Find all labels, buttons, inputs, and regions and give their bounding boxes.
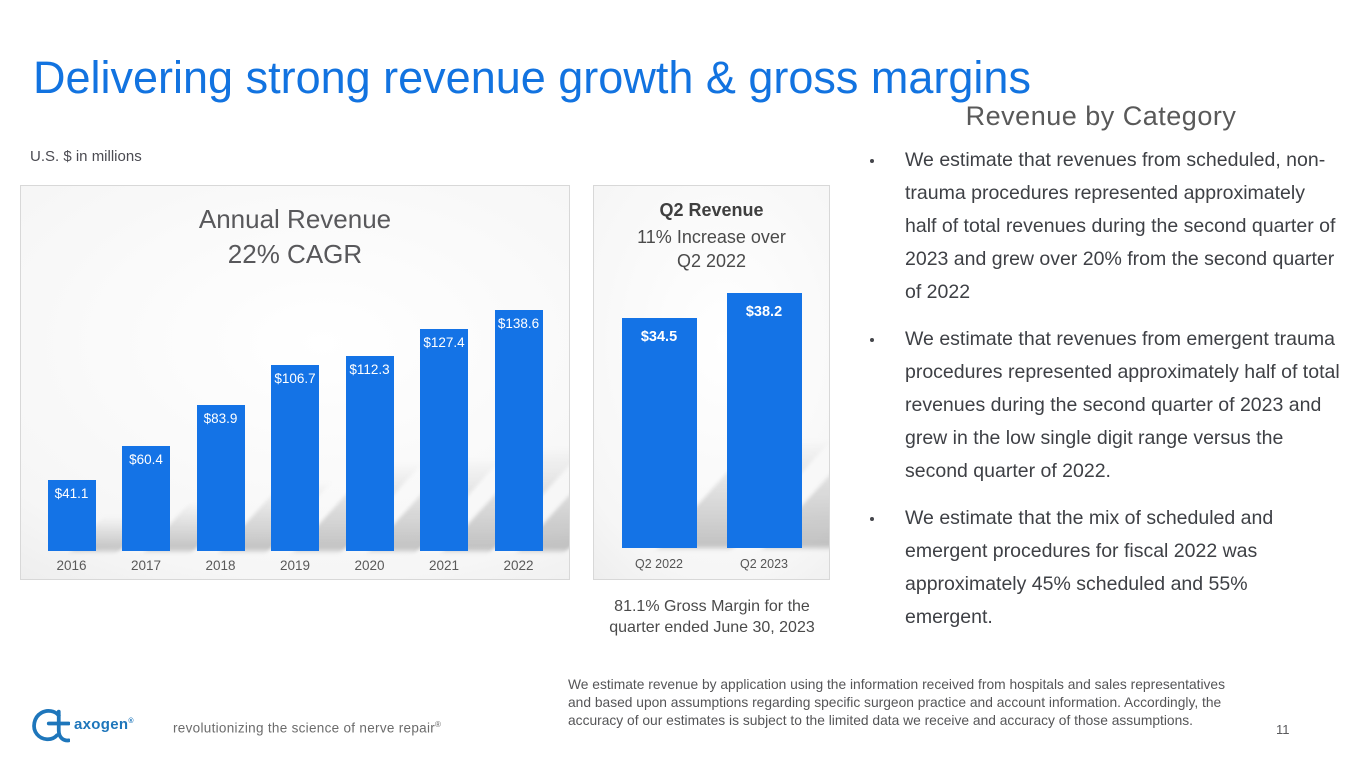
bar: $106.7 xyxy=(271,365,319,551)
bar-value-label: $106.7 xyxy=(274,371,316,386)
bar: $60.4 xyxy=(122,446,170,551)
bar-column-q2-2023: $38.2 Q2 2023 xyxy=(726,293,829,579)
annual-chart-title: Annual Revenue 22% CAGR xyxy=(21,202,569,272)
bar-category-label: 2017 xyxy=(130,557,162,573)
bar-value-label: $83.9 xyxy=(203,411,238,426)
bar: $127.4 xyxy=(420,329,468,551)
revenue-by-category-heading: Revenue by Category xyxy=(965,101,1237,131)
disclaimer-line: We estimate revenue by application using… xyxy=(568,677,1225,692)
bar: $38.2 xyxy=(726,293,802,548)
tagline-reg-mark: ® xyxy=(435,720,442,729)
annual-chart-title-main: Annual Revenue xyxy=(198,204,392,234)
bullet-dot-icon xyxy=(870,338,874,342)
bar: $112.3 xyxy=(345,356,394,551)
disclaimer-line: accuracy of our estimates is subject to … xyxy=(568,713,1193,728)
bar: $34.5 xyxy=(621,318,697,548)
gross-margin-note-line2: quarter ended June 30, 2023 xyxy=(609,619,815,636)
revenue-by-category-panel: Revenue by Category We estimate that rev… xyxy=(862,101,1340,648)
footer-tagline-text: revolutionizing the science of nerve rep… xyxy=(173,720,436,736)
bar-category-label: 2018 xyxy=(205,557,236,573)
bar-category-label: 2019 xyxy=(279,557,311,573)
bullet-text: We estimate that revenues from emergent … xyxy=(905,328,1340,482)
q2-chart-title: Q2 Revenue 11% Increase over Q2 2022 xyxy=(594,198,829,274)
gross-margin-note-line1: 81.1% Gross Margin for the xyxy=(614,598,810,615)
annual-chart-title-sub: 22% CAGR xyxy=(227,239,363,270)
bar-column-2022: $138.6 2022 xyxy=(494,310,569,579)
bar-category-label: 2020 xyxy=(354,557,385,573)
disclaimer-line: and based upon assumptions regarding spe… xyxy=(568,695,1222,710)
estimate-disclaimer: We estimate revenue by application using… xyxy=(568,676,1328,730)
q2-revenue-chart: Q2 Revenue 11% Increase over Q2 2022 $34… xyxy=(593,185,830,580)
bar-column-2018: $83.9 2018 xyxy=(196,405,329,579)
annual-revenue-chart: Annual Revenue 22% CAGR $41.1 2016 $60.4 20… xyxy=(20,185,570,580)
bullet-procedure-mix: We estimate that the mix of scheduled an… xyxy=(862,502,1340,634)
bar-value-label: $38.2 xyxy=(745,304,783,320)
bullet-emergent-revenues: We estimate that revenues from emergent … xyxy=(862,323,1340,488)
bar-column-2017: $60.4 2017 xyxy=(122,446,238,579)
q2-chart-title-sub: 11% Increase over Q2 2022 xyxy=(637,227,786,272)
bullet-dot-icon xyxy=(870,159,874,163)
bar-column-q2-2022: $34.5 Q2 2022 xyxy=(621,318,829,579)
bar-category-label: 2016 xyxy=(56,557,87,573)
axogen-wordmark: axogen® xyxy=(74,716,134,733)
footer-tagline: revolutionizing the science of nerve rep… xyxy=(173,720,441,736)
bullet-text: We estimate that revenues from scheduled… xyxy=(905,149,1336,303)
bar-category-label: Q2 2022 xyxy=(635,556,683,571)
bar: $138.6 xyxy=(494,310,543,551)
axogen-wordmark-text: axogen xyxy=(74,716,129,733)
units-label: U.S. $ in millions xyxy=(30,148,142,165)
bar-column-2020: $112.3 2020 xyxy=(345,356,499,579)
bar-category-label: 2021 xyxy=(428,557,460,573)
bar-category-label: Q2 2023 xyxy=(740,556,788,571)
gross-margin-note: 81.1% Gross Margin for the quarter ended… xyxy=(576,596,848,638)
bar-value-label: $60.4 xyxy=(129,452,163,467)
bullet-scheduled-revenues: We estimate that revenues from scheduled… xyxy=(862,144,1340,309)
bullet-dot-icon xyxy=(870,517,874,521)
bar-column-2019: $106.7 2019 xyxy=(271,365,421,579)
bar-column-2016: $41.1 2016 xyxy=(47,480,150,579)
page-number: 11 xyxy=(1276,722,1290,737)
bar-value-label: $34.5 xyxy=(640,329,678,345)
bar-value-label: $138.6 xyxy=(497,316,540,331)
annual-chart-bars: $41.1 2016 $60.4 2017 $83.9 2018 $106.7 2019 $11… xyxy=(21,310,569,579)
bullet-text: We estimate that the mix of scheduled an… xyxy=(905,507,1274,628)
bar-column-2021: $127.4 2021 xyxy=(420,329,569,579)
slide-title: Delivering strong revenue growth & gross… xyxy=(33,52,1031,104)
bar-value-label: $127.4 xyxy=(423,335,465,350)
bar-value-label: $41.1 xyxy=(54,486,89,501)
axogen-reg-mark: ® xyxy=(128,718,134,725)
bar: $41.1 xyxy=(47,480,96,551)
q2-chart-bars: $34.5 Q2 2022 $38.2 Q2 2023 xyxy=(594,293,829,579)
bar-category-label: 2022 xyxy=(503,557,534,573)
bar-value-label: $112.3 xyxy=(349,362,390,377)
axogen-logo-icon xyxy=(32,708,70,743)
bar: $83.9 xyxy=(196,405,245,551)
q2-chart-title-main: Q2 Revenue xyxy=(659,200,764,220)
